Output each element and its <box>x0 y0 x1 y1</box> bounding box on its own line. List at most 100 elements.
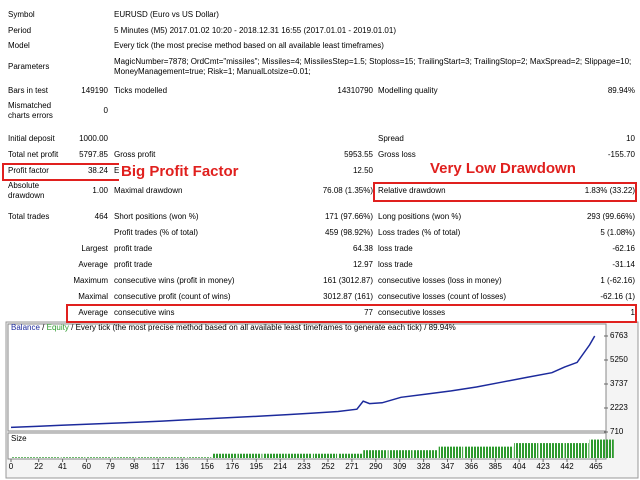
size-bar <box>287 453 312 458</box>
size-bar <box>514 443 539 458</box>
row-label: Symbol <box>8 10 35 19</box>
row-value: 1.00 <box>92 186 108 195</box>
size-bar <box>161 457 187 458</box>
x-tick-label: 385 <box>489 462 503 471</box>
row-value: 161 (3012.87) <box>323 276 373 285</box>
row-value: 5953.55 <box>344 150 373 159</box>
row-label: loss trade <box>378 260 413 269</box>
row-label: Maximal drawdown <box>114 186 183 195</box>
legend-equity: Equity <box>47 323 69 332</box>
x-tick-label: 117 <box>152 462 165 471</box>
row-value: 5 (1.08%) <box>600 228 635 237</box>
size-bar <box>237 453 262 458</box>
x-tick-label: 328 <box>417 462 431 471</box>
y-tick-label: 2223 <box>610 403 628 412</box>
y-tick-label: 710 <box>610 427 624 436</box>
x-tick-label: 252 <box>321 462 335 471</box>
x-tick-label: 176 <box>226 462 240 471</box>
row-label: Spread <box>378 134 404 143</box>
size-bar <box>262 453 287 458</box>
size-label: Size <box>11 434 27 443</box>
row-label: Parameters <box>8 62 50 71</box>
row-value: -155.70 <box>607 150 635 159</box>
row-label: Maximum <box>73 276 108 285</box>
row-label: profit trade <box>114 244 153 253</box>
x-tick-label: 347 <box>441 462 455 471</box>
legend-balance: Balance <box>11 323 40 332</box>
row-value: 89.94% <box>607 86 635 95</box>
size-bar <box>539 443 564 458</box>
size-bar <box>463 446 489 458</box>
row-value: 14310790 <box>337 86 373 95</box>
size-bar <box>212 453 237 458</box>
x-tick-label: 79 <box>106 462 115 471</box>
x-tick-label: 404 <box>513 462 527 471</box>
row-text: EURUSD (Euro vs US Dollar) <box>114 10 219 19</box>
size-bar <box>36 457 61 458</box>
row-value: 64.38 <box>352 244 373 253</box>
row-label: Total trades <box>8 212 50 221</box>
row-value: 1.83% (33.22) <box>584 186 635 195</box>
y-tick-label: 3737 <box>610 379 628 388</box>
size-bar <box>564 443 589 458</box>
x-tick-label: 156 <box>201 462 215 471</box>
row-value: 149190 <box>81 86 108 95</box>
highlight-box <box>373 182 637 202</box>
row-text: Every tick (the most precise method base… <box>114 41 384 50</box>
row-label: consecutive wins (profit in money) <box>114 276 235 285</box>
row-value: 171 (97.66%) <box>324 212 373 221</box>
x-tick-label: 465 <box>589 462 603 471</box>
row-value: 38.24 <box>87 166 108 175</box>
row-label: Mismatched charts errors <box>8 101 53 120</box>
row-label: Relative drawdown <box>378 186 446 195</box>
size-bar <box>363 450 388 458</box>
row-value: 3012.87 (161) <box>323 292 373 301</box>
size-bar <box>136 457 161 458</box>
x-tick-label: 195 <box>250 462 264 471</box>
size-bar <box>489 446 514 458</box>
row-value: 76.08 (1.35%) <box>322 186 373 195</box>
row-value: 459 (98.92%) <box>324 228 373 237</box>
row-label: profit trade <box>114 260 153 269</box>
row-label: Average <box>78 308 108 317</box>
row-label: consecutive profit (count of wins) <box>114 292 231 301</box>
annotation: Big Profit Factor <box>119 163 241 181</box>
row-label: Initial deposit <box>8 134 55 143</box>
row-label: Ticks modelled <box>114 86 168 95</box>
row-value: -31.14 <box>612 260 635 269</box>
row-label: Profit factor <box>8 166 49 175</box>
legend-separator: / <box>42 323 45 332</box>
row-label: Profit trades (% of total) <box>114 228 199 237</box>
annotation: Very Low Drawdown <box>428 160 578 178</box>
row-label: consecutive losses (loss in money) <box>378 276 502 285</box>
row-label: consecutive losses (count of losses) <box>378 292 507 301</box>
row-label: Modelling quality <box>378 86 438 95</box>
size-bar <box>338 453 363 458</box>
legend-separator: / <box>71 323 74 332</box>
row-text: MagicNumber=7878; OrdCmt="missiles"; Mis… <box>114 57 632 76</box>
size-bar <box>413 450 438 458</box>
row-value: 464 <box>94 212 108 221</box>
size-bar <box>61 457 86 458</box>
size-bar <box>86 457 111 458</box>
highlight-box <box>66 304 637 323</box>
row-text: 5 Minutes (M5) 2017.01.02 10:20 - 2018.1… <box>114 26 396 35</box>
x-tick-label: 98 <box>130 462 139 471</box>
row-value: -62.16 <box>612 244 635 253</box>
row-value: 5797.85 <box>79 150 108 159</box>
row-label: Bars in test <box>8 86 49 95</box>
x-tick-label: 41 <box>58 462 67 471</box>
row-label: Average <box>78 260 108 269</box>
x-tick-label: 290 <box>369 462 383 471</box>
y-tick-label: 6763 <box>610 331 628 340</box>
x-tick-label: 136 <box>175 462 189 471</box>
x-tick-label: 233 <box>297 462 311 471</box>
row-label: Short positions (won %) <box>114 212 199 221</box>
size-bar <box>388 450 413 458</box>
size-bar <box>111 457 136 458</box>
balance-line <box>10 335 596 429</box>
x-tick-label: 309 <box>393 462 407 471</box>
row-label: Model <box>8 41 30 50</box>
